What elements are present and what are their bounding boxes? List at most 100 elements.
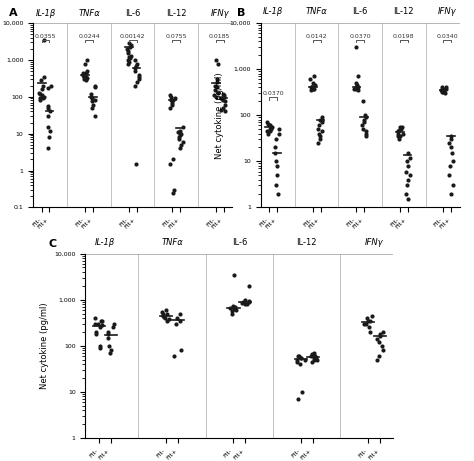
Point [38,92,46,99]
Point [310,349,318,356]
Point [266,128,273,135]
Point [125,60,132,67]
Point [222,101,229,109]
Point [368,312,375,319]
Point [264,120,272,128]
Point [164,317,171,325]
Point [211,82,219,89]
Point [232,303,239,310]
Text: 0.0370: 0.0370 [263,91,284,96]
Point [179,124,186,131]
Point [163,311,171,318]
Point [362,133,370,140]
Point [46,127,54,135]
Point [46,134,53,141]
Point [267,125,274,133]
Point [171,186,178,194]
Point [362,320,370,327]
Point [81,60,89,67]
Point [232,306,240,313]
Text: IFNγ: IFNγ [365,238,383,247]
Point [80,71,87,78]
Point [241,301,248,308]
Text: IL-1β: IL-1β [94,238,115,247]
Point [352,79,360,87]
Point [310,79,317,87]
Point [312,352,319,360]
Point [394,133,402,140]
Point [363,114,370,121]
Point [352,83,359,90]
Point [171,352,178,360]
Point [241,296,249,303]
Point [360,118,367,126]
Point [297,361,304,368]
Point [367,328,374,336]
Point [218,95,225,102]
Point [243,301,251,308]
Point [127,41,135,49]
Point [396,133,404,140]
Point [309,351,316,358]
Point [87,90,95,98]
Point [359,98,366,105]
Point [354,72,361,80]
Point [245,297,253,304]
Point [82,73,90,80]
Point [131,65,138,72]
Point [133,160,140,168]
Point [307,76,314,83]
Point [38,86,46,93]
Point [174,129,182,136]
Text: 0.0370: 0.0370 [349,34,371,39]
Point [41,36,48,43]
Text: 0.0244: 0.0244 [78,34,100,39]
Text: 0.0142: 0.0142 [306,34,328,39]
Point [272,182,280,189]
Point [167,160,174,168]
Point [230,306,238,313]
Point [310,354,318,361]
Point [363,128,370,135]
Point [212,93,219,100]
Text: IFNγ: IFNγ [210,9,229,18]
Point [81,76,88,83]
Point [176,127,184,135]
Point [267,124,275,131]
Point [177,130,184,137]
Point [447,162,454,170]
Point [214,60,222,67]
Point [273,171,281,179]
Point [91,320,99,327]
Point [396,124,403,131]
Text: B: B [237,8,245,18]
Point [221,108,229,115]
Point [376,330,383,337]
Text: TNFα: TNFα [306,7,328,16]
Point [447,190,454,197]
Point [439,88,447,95]
Point [441,85,448,92]
Point [379,347,387,354]
Point [448,149,456,157]
Point [402,168,410,175]
Point [353,82,361,89]
Text: A: A [9,8,18,18]
Point [47,82,55,89]
Point [355,84,362,91]
Text: 0.00142: 0.00142 [120,34,146,39]
Point [353,43,360,51]
Point [394,128,402,135]
Point [301,356,309,363]
Text: 0.0755: 0.0755 [165,34,187,39]
Point [316,136,323,143]
Point [310,85,317,92]
Point [358,122,366,129]
Point [363,314,371,322]
Point [375,338,383,346]
Text: 0.0340: 0.0340 [437,34,458,39]
Point [406,171,414,179]
Point [134,78,141,86]
Point [104,330,112,337]
Text: IL-6: IL-6 [232,238,247,247]
